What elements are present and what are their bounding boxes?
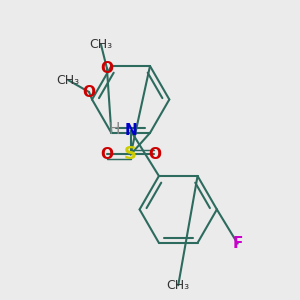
Text: CH₃: CH₃	[57, 74, 80, 87]
Text: N: N	[124, 123, 137, 138]
Text: H: H	[109, 122, 120, 137]
Text: S: S	[124, 146, 137, 164]
Text: O: O	[100, 147, 113, 162]
Text: CH₃: CH₃	[167, 279, 190, 292]
Text: O: O	[82, 85, 96, 100]
Text: CH₃: CH₃	[89, 38, 112, 51]
Text: O: O	[148, 147, 161, 162]
Text: O: O	[100, 61, 113, 76]
Text: F: F	[232, 236, 243, 251]
